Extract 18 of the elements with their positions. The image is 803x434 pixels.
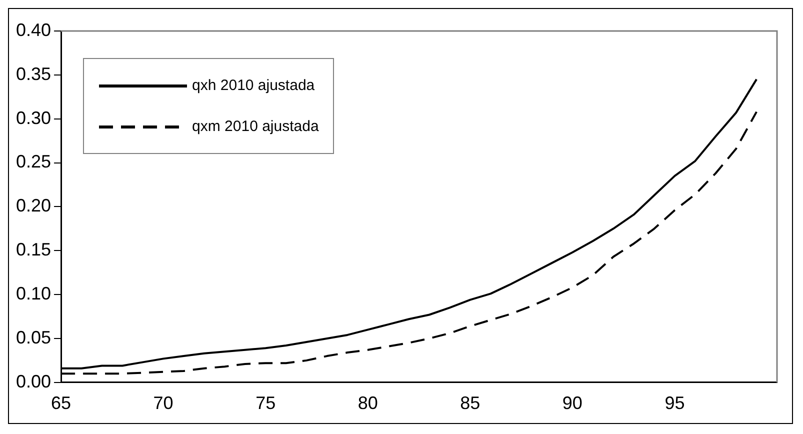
- x-tick-label: 80: [358, 393, 378, 414]
- x-tick-label: 65: [51, 393, 72, 414]
- legend-label: qxm 2010 ajustada: [192, 118, 319, 135]
- x-tick-label: 75: [256, 393, 276, 414]
- y-tick-label: 0.30: [16, 108, 52, 128]
- y-tick-label: 0.35: [16, 64, 52, 84]
- x-tick-label: 90: [562, 393, 582, 414]
- legend-label: qxh 2010 ajustada: [192, 77, 315, 94]
- y-tick-label: 0.25: [16, 152, 52, 172]
- x-tick-label: 85: [460, 393, 480, 414]
- y-tick-label: 0.40: [16, 20, 52, 40]
- y-tick-label: 0.15: [16, 240, 52, 260]
- x-tick-label: 70: [153, 393, 174, 414]
- y-tick-label: 0.10: [16, 284, 52, 304]
- y-tick-label: 0.05: [16, 327, 52, 348]
- y-tick-label: 0.00: [16, 371, 52, 392]
- x-tick-label: 95: [664, 393, 685, 414]
- y-tick-label: 0.20: [16, 196, 52, 216]
